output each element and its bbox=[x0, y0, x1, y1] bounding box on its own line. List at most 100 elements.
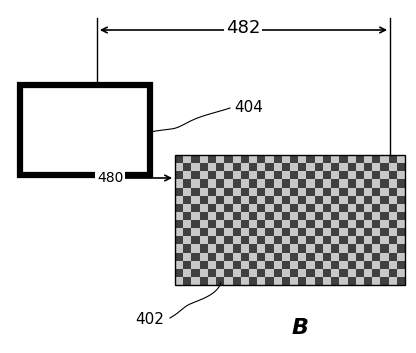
Bar bbox=[191, 163, 200, 171]
Bar bbox=[183, 252, 191, 261]
Bar bbox=[200, 163, 208, 171]
Bar bbox=[380, 269, 389, 277]
Bar bbox=[323, 163, 331, 171]
Bar bbox=[307, 212, 314, 220]
Bar bbox=[282, 244, 290, 252]
Bar bbox=[364, 277, 372, 285]
Bar bbox=[347, 269, 356, 277]
Bar bbox=[241, 244, 249, 252]
Bar bbox=[364, 252, 372, 261]
Bar bbox=[233, 187, 241, 196]
Bar bbox=[208, 155, 216, 163]
Bar bbox=[257, 204, 265, 212]
Bar bbox=[331, 244, 339, 252]
Bar bbox=[314, 196, 323, 204]
Bar bbox=[339, 277, 347, 285]
Bar bbox=[265, 244, 274, 252]
Bar bbox=[372, 244, 380, 252]
Bar bbox=[274, 244, 282, 252]
Bar bbox=[233, 228, 241, 236]
Bar bbox=[314, 220, 323, 228]
Bar bbox=[274, 228, 282, 236]
Bar bbox=[389, 196, 397, 204]
Bar bbox=[200, 220, 208, 228]
Bar bbox=[339, 236, 347, 244]
Bar bbox=[389, 155, 397, 163]
Bar bbox=[216, 277, 224, 285]
Bar bbox=[290, 252, 298, 261]
Bar bbox=[298, 179, 307, 187]
Bar bbox=[216, 204, 224, 212]
Bar bbox=[380, 277, 389, 285]
Bar bbox=[249, 236, 257, 244]
Bar bbox=[314, 187, 323, 196]
Bar bbox=[298, 187, 307, 196]
Bar bbox=[356, 155, 364, 163]
Bar bbox=[257, 261, 265, 269]
Bar bbox=[274, 196, 282, 204]
Bar bbox=[380, 244, 389, 252]
Bar bbox=[380, 204, 389, 212]
Bar bbox=[290, 163, 298, 171]
Bar bbox=[175, 244, 183, 252]
Bar bbox=[339, 163, 347, 171]
Bar bbox=[323, 171, 331, 179]
Bar bbox=[257, 163, 265, 171]
Bar bbox=[274, 171, 282, 179]
Bar bbox=[257, 277, 265, 285]
Bar bbox=[389, 220, 397, 228]
Bar bbox=[200, 277, 208, 285]
Bar bbox=[307, 187, 314, 196]
Bar bbox=[372, 196, 380, 204]
Bar bbox=[183, 236, 191, 244]
Bar bbox=[183, 196, 191, 204]
Bar bbox=[224, 269, 233, 277]
Bar bbox=[397, 155, 405, 163]
Bar bbox=[241, 261, 249, 269]
Bar bbox=[249, 252, 257, 261]
Bar bbox=[274, 212, 282, 220]
Bar bbox=[389, 187, 397, 196]
Bar bbox=[307, 155, 314, 163]
Bar bbox=[347, 261, 356, 269]
Bar bbox=[364, 204, 372, 212]
Bar bbox=[307, 196, 314, 204]
Bar bbox=[356, 163, 364, 171]
Bar bbox=[380, 196, 389, 204]
Bar bbox=[290, 220, 298, 228]
Bar bbox=[265, 236, 274, 244]
Text: 480: 480 bbox=[97, 171, 123, 185]
Bar bbox=[372, 220, 380, 228]
Bar bbox=[298, 261, 307, 269]
Bar bbox=[191, 228, 200, 236]
Bar bbox=[290, 155, 298, 163]
Bar bbox=[265, 277, 274, 285]
Bar bbox=[233, 261, 241, 269]
Bar bbox=[323, 204, 331, 212]
Bar bbox=[208, 171, 216, 179]
Bar bbox=[314, 244, 323, 252]
Bar bbox=[356, 179, 364, 187]
Bar bbox=[175, 179, 183, 187]
Bar bbox=[323, 228, 331, 236]
Bar bbox=[183, 187, 191, 196]
Bar bbox=[224, 220, 233, 228]
Bar bbox=[274, 269, 282, 277]
Bar bbox=[233, 277, 241, 285]
Bar bbox=[200, 244, 208, 252]
Bar bbox=[183, 204, 191, 212]
Bar bbox=[265, 187, 274, 196]
Bar bbox=[347, 163, 356, 171]
Bar bbox=[282, 277, 290, 285]
Bar bbox=[208, 244, 216, 252]
Bar bbox=[307, 220, 314, 228]
Bar bbox=[282, 171, 290, 179]
Bar bbox=[307, 236, 314, 244]
Bar bbox=[339, 212, 347, 220]
Bar bbox=[175, 261, 183, 269]
Bar bbox=[191, 171, 200, 179]
Bar bbox=[372, 252, 380, 261]
Bar bbox=[183, 171, 191, 179]
Bar bbox=[274, 179, 282, 187]
Bar bbox=[233, 269, 241, 277]
